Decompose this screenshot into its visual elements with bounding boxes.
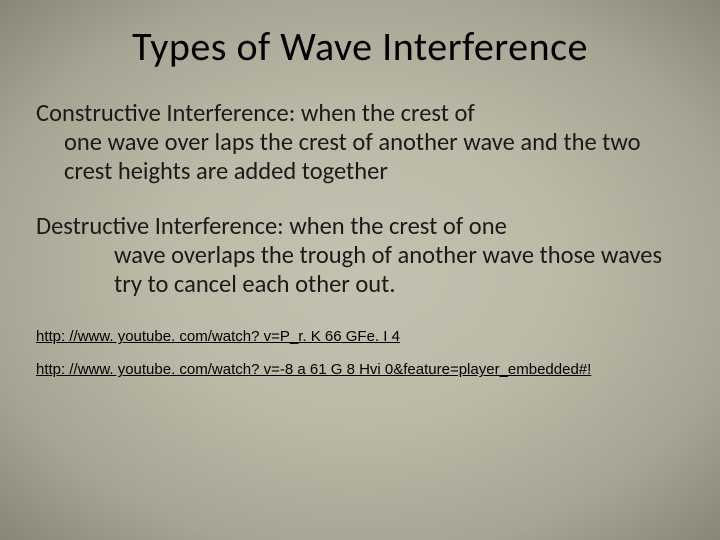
para2-first-line: Destructive Interference: when the crest… — [36, 211, 507, 241]
para1-first-line: Constructive Interference: when the cres… — [36, 98, 475, 128]
links-container: http: //www. youtube. com/watch? v=P_r. … — [36, 328, 684, 378]
slide-container: Types of Wave Interference Constructive … — [0, 0, 720, 540]
youtube-link-1[interactable]: http: //www. youtube. com/watch? v=P_r. … — [36, 328, 684, 345]
paragraph-constructive: Constructive Interference: when the cres… — [36, 99, 684, 186]
para1-continuation: one wave over laps the crest of another … — [36, 128, 684, 186]
para2-continuation: wave overlaps the trough of another wave… — [36, 241, 684, 299]
youtube-link-2[interactable]: http: //www. youtube. com/watch? v=-8 a … — [36, 361, 684, 378]
slide-title: Types of Wave Interference — [36, 22, 684, 71]
paragraph-destructive: Destructive Interference: when the crest… — [36, 212, 684, 299]
